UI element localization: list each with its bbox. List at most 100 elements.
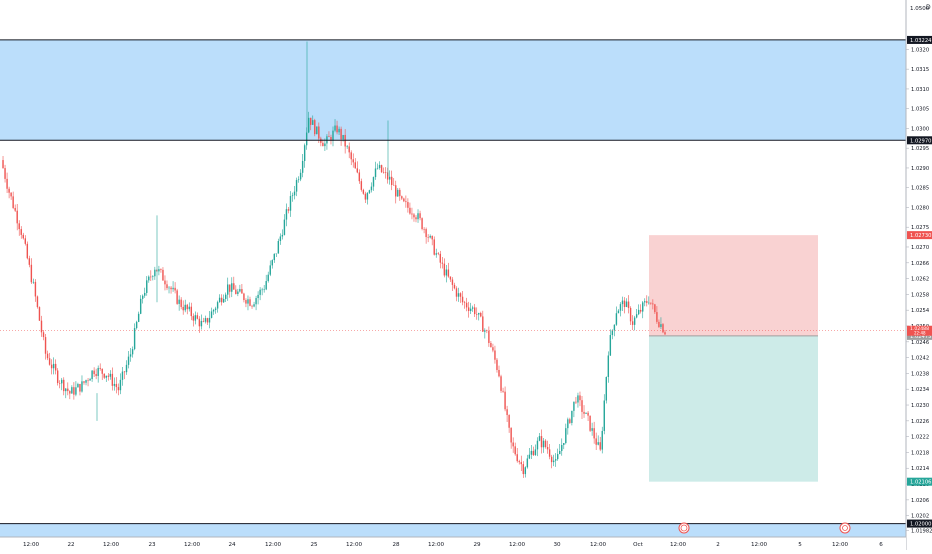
candle: [54, 359, 57, 375]
candle: [567, 417, 569, 435]
candle: [125, 360, 128, 375]
price-tick-label: 1.0242: [911, 356, 929, 362]
candle: [176, 288, 178, 305]
stop-loss-zone[interactable]: [649, 235, 818, 336]
candle: [334, 119, 336, 133]
candle: [563, 442, 565, 450]
candle: [247, 295, 249, 311]
candle: [301, 154, 304, 178]
candle: [152, 275, 154, 281]
candle: [455, 286, 458, 302]
price-tick-label: 1.0270: [911, 245, 929, 251]
candle: [496, 357, 498, 373]
candle: [633, 315, 636, 331]
candle: [141, 294, 144, 304]
candle: [38, 306, 41, 322]
candle: [137, 311, 140, 323]
time-axis-labels: 12:00 22 12:00 23 12:00 24 12:00 25 12:00 28 12:00…: [23, 542, 883, 548]
candle: [500, 374, 502, 393]
price-tick-label: 1.0320: [911, 47, 929, 53]
candles-layer: [2, 41, 666, 478]
candle: [520, 455, 522, 472]
candle: [642, 300, 644, 319]
candle: [635, 309, 638, 319]
candle: [170, 286, 172, 294]
candle: [370, 182, 373, 193]
candle: [471, 305, 474, 312]
position-tool[interactable]: [649, 235, 818, 482]
candle: [287, 207, 290, 214]
svg-text:1.02000: 1.02000: [910, 522, 931, 528]
candle: [459, 292, 462, 303]
candle: [297, 176, 300, 183]
candle: [544, 439, 547, 449]
candle: [44, 333, 47, 360]
bar-countdown: 22:48: [914, 331, 926, 336]
candle: [607, 351, 610, 383]
time-tick-label: 12:00: [751, 542, 768, 548]
candle: [50, 359, 53, 375]
candle: [469, 302, 472, 315]
candle: [453, 282, 456, 290]
candle: [79, 383, 81, 396]
candle: [401, 195, 403, 201]
candle: [154, 266, 156, 280]
candle: [575, 396, 577, 404]
candle: [421, 217, 423, 231]
candle: [99, 363, 101, 371]
candle: [237, 288, 239, 297]
candle: [109, 370, 112, 380]
candle: [115, 377, 118, 394]
price-tick-label: 1.0258: [911, 292, 929, 298]
time-tick-label: 12:00: [590, 542, 607, 548]
scale-mode-d-marker[interactable]: D: [926, 4, 931, 11]
time-tick-label: 25: [310, 542, 318, 548]
candle: [214, 306, 217, 314]
candle: [224, 292, 227, 303]
candle: [577, 392, 579, 408]
time-tick-label: Oct: [633, 542, 643, 548]
time-tick-label: 6: [879, 542, 883, 548]
candle: [269, 260, 271, 277]
candle: [123, 371, 126, 380]
candle: [48, 352, 51, 366]
candle: [656, 306, 658, 324]
take-profit-zone[interactable]: [649, 335, 818, 482]
candle: [295, 177, 298, 197]
candle: [336, 120, 338, 135]
price-tick-label: 1.0315: [911, 67, 929, 73]
candle: [168, 286, 170, 294]
zone-supply[interactable]: [0, 39, 906, 141]
candle: [111, 367, 114, 391]
candle: [281, 229, 284, 240]
svg-text:1.02970: 1.02970: [910, 138, 931, 144]
price-tick-label: 1.0234: [911, 387, 930, 393]
candle: [650, 302, 652, 305]
candle: [91, 370, 93, 382]
candle: [463, 300, 466, 309]
economic-event-icon[interactable]: [678, 522, 690, 534]
candle: [231, 277, 233, 298]
price-tick-label: 1.0262: [911, 277, 929, 283]
candle: [362, 188, 365, 195]
candle: [249, 296, 251, 307]
stop-loss-badge: 1.02730: [907, 231, 932, 240]
candle: [538, 433, 541, 442]
candle: [510, 427, 512, 449]
candle: [73, 382, 75, 400]
time-axis-background: [0, 537, 906, 550]
price-axis-labels: 1.0320 1.0315 1.0310 1.0305 1.0300 1.0295 1.02…: [907, 35, 932, 535]
candle: [12, 191, 14, 210]
price-tick-label: 1.0230: [911, 403, 929, 409]
candle: [46, 350, 49, 361]
candle: [585, 412, 587, 415]
candle: [10, 192, 12, 200]
candle: [506, 405, 508, 423]
zone-demand[interactable]: [0, 523, 906, 537]
price-tick-label: 1.0218: [911, 450, 929, 456]
economic-event-icon[interactable]: [839, 522, 851, 534]
take-profit-badge: 1.02106: [907, 477, 932, 486]
candle: [554, 453, 557, 467]
